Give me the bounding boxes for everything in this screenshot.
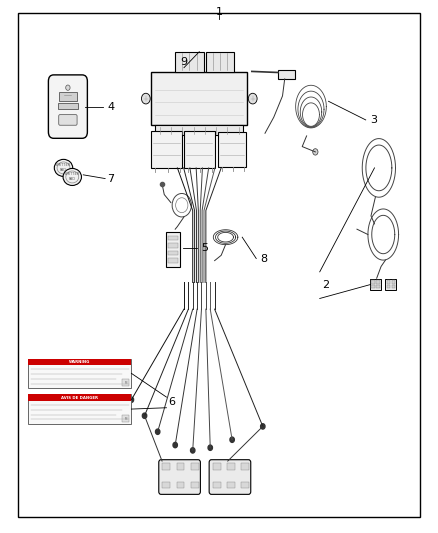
Bar [166,232,180,266]
Bar [28,359,131,388]
Bar [392,285,395,288]
Bar [162,482,170,488]
Circle shape [230,437,234,442]
Bar [206,52,234,72]
Text: 4: 4 [107,102,114,111]
Bar [59,92,77,101]
Bar [191,463,199,470]
Bar [392,280,395,284]
Bar [58,103,78,109]
Text: M: M [124,417,127,421]
Bar [177,482,184,488]
Bar [371,280,375,284]
FancyBboxPatch shape [209,459,251,495]
Text: 9: 9 [180,56,187,67]
Bar [151,131,182,168]
Circle shape [142,413,147,418]
FancyBboxPatch shape [159,459,201,495]
Text: 5: 5 [201,243,208,253]
Bar [241,463,249,470]
Bar [376,280,380,284]
Bar [387,280,390,284]
Text: 8: 8 [261,254,268,263]
Text: 6: 6 [169,398,176,407]
Circle shape [248,93,257,104]
Bar [370,279,381,290]
Bar [162,463,170,470]
Bar [175,52,204,72]
Circle shape [66,85,70,90]
Bar [28,394,131,401]
Text: 3: 3 [370,115,377,125]
Text: EMITTER
PAD: EMITTER PAD [56,163,71,172]
FancyBboxPatch shape [48,75,87,138]
Ellipse shape [63,168,81,185]
Text: AVIS DE DANGER: AVIS DE DANGER [61,395,99,400]
Bar [122,415,129,422]
Circle shape [129,397,134,402]
Bar [122,379,129,386]
Bar [213,463,221,470]
Bar [168,258,178,263]
Bar [151,72,247,125]
Text: M: M [124,381,127,385]
Bar [177,463,184,470]
Circle shape [208,445,212,450]
Bar [376,285,380,288]
Bar [155,125,243,135]
Bar [168,251,178,255]
Bar [387,285,390,288]
Bar [168,236,178,240]
Circle shape [173,442,177,448]
Bar [227,482,235,488]
Bar [371,285,375,288]
Circle shape [155,429,160,434]
Bar [385,279,396,290]
Text: EMITTER
PAD: EMITTER PAD [65,172,80,181]
Bar [184,131,215,168]
Circle shape [313,149,318,155]
Bar [218,132,246,166]
Bar [227,463,235,470]
Bar [213,482,221,488]
FancyBboxPatch shape [59,115,77,125]
Text: WARNING: WARNING [69,360,91,364]
Circle shape [141,93,150,104]
Bar [28,394,131,424]
Bar [278,70,295,79]
Text: 2: 2 [322,280,329,290]
Text: 1: 1 [215,7,223,17]
Bar [241,482,249,488]
Ellipse shape [54,159,73,176]
Circle shape [261,424,265,429]
Circle shape [191,448,195,453]
Text: 7: 7 [107,174,114,183]
Bar [191,482,199,488]
Bar [168,243,178,248]
Bar [28,359,131,365]
